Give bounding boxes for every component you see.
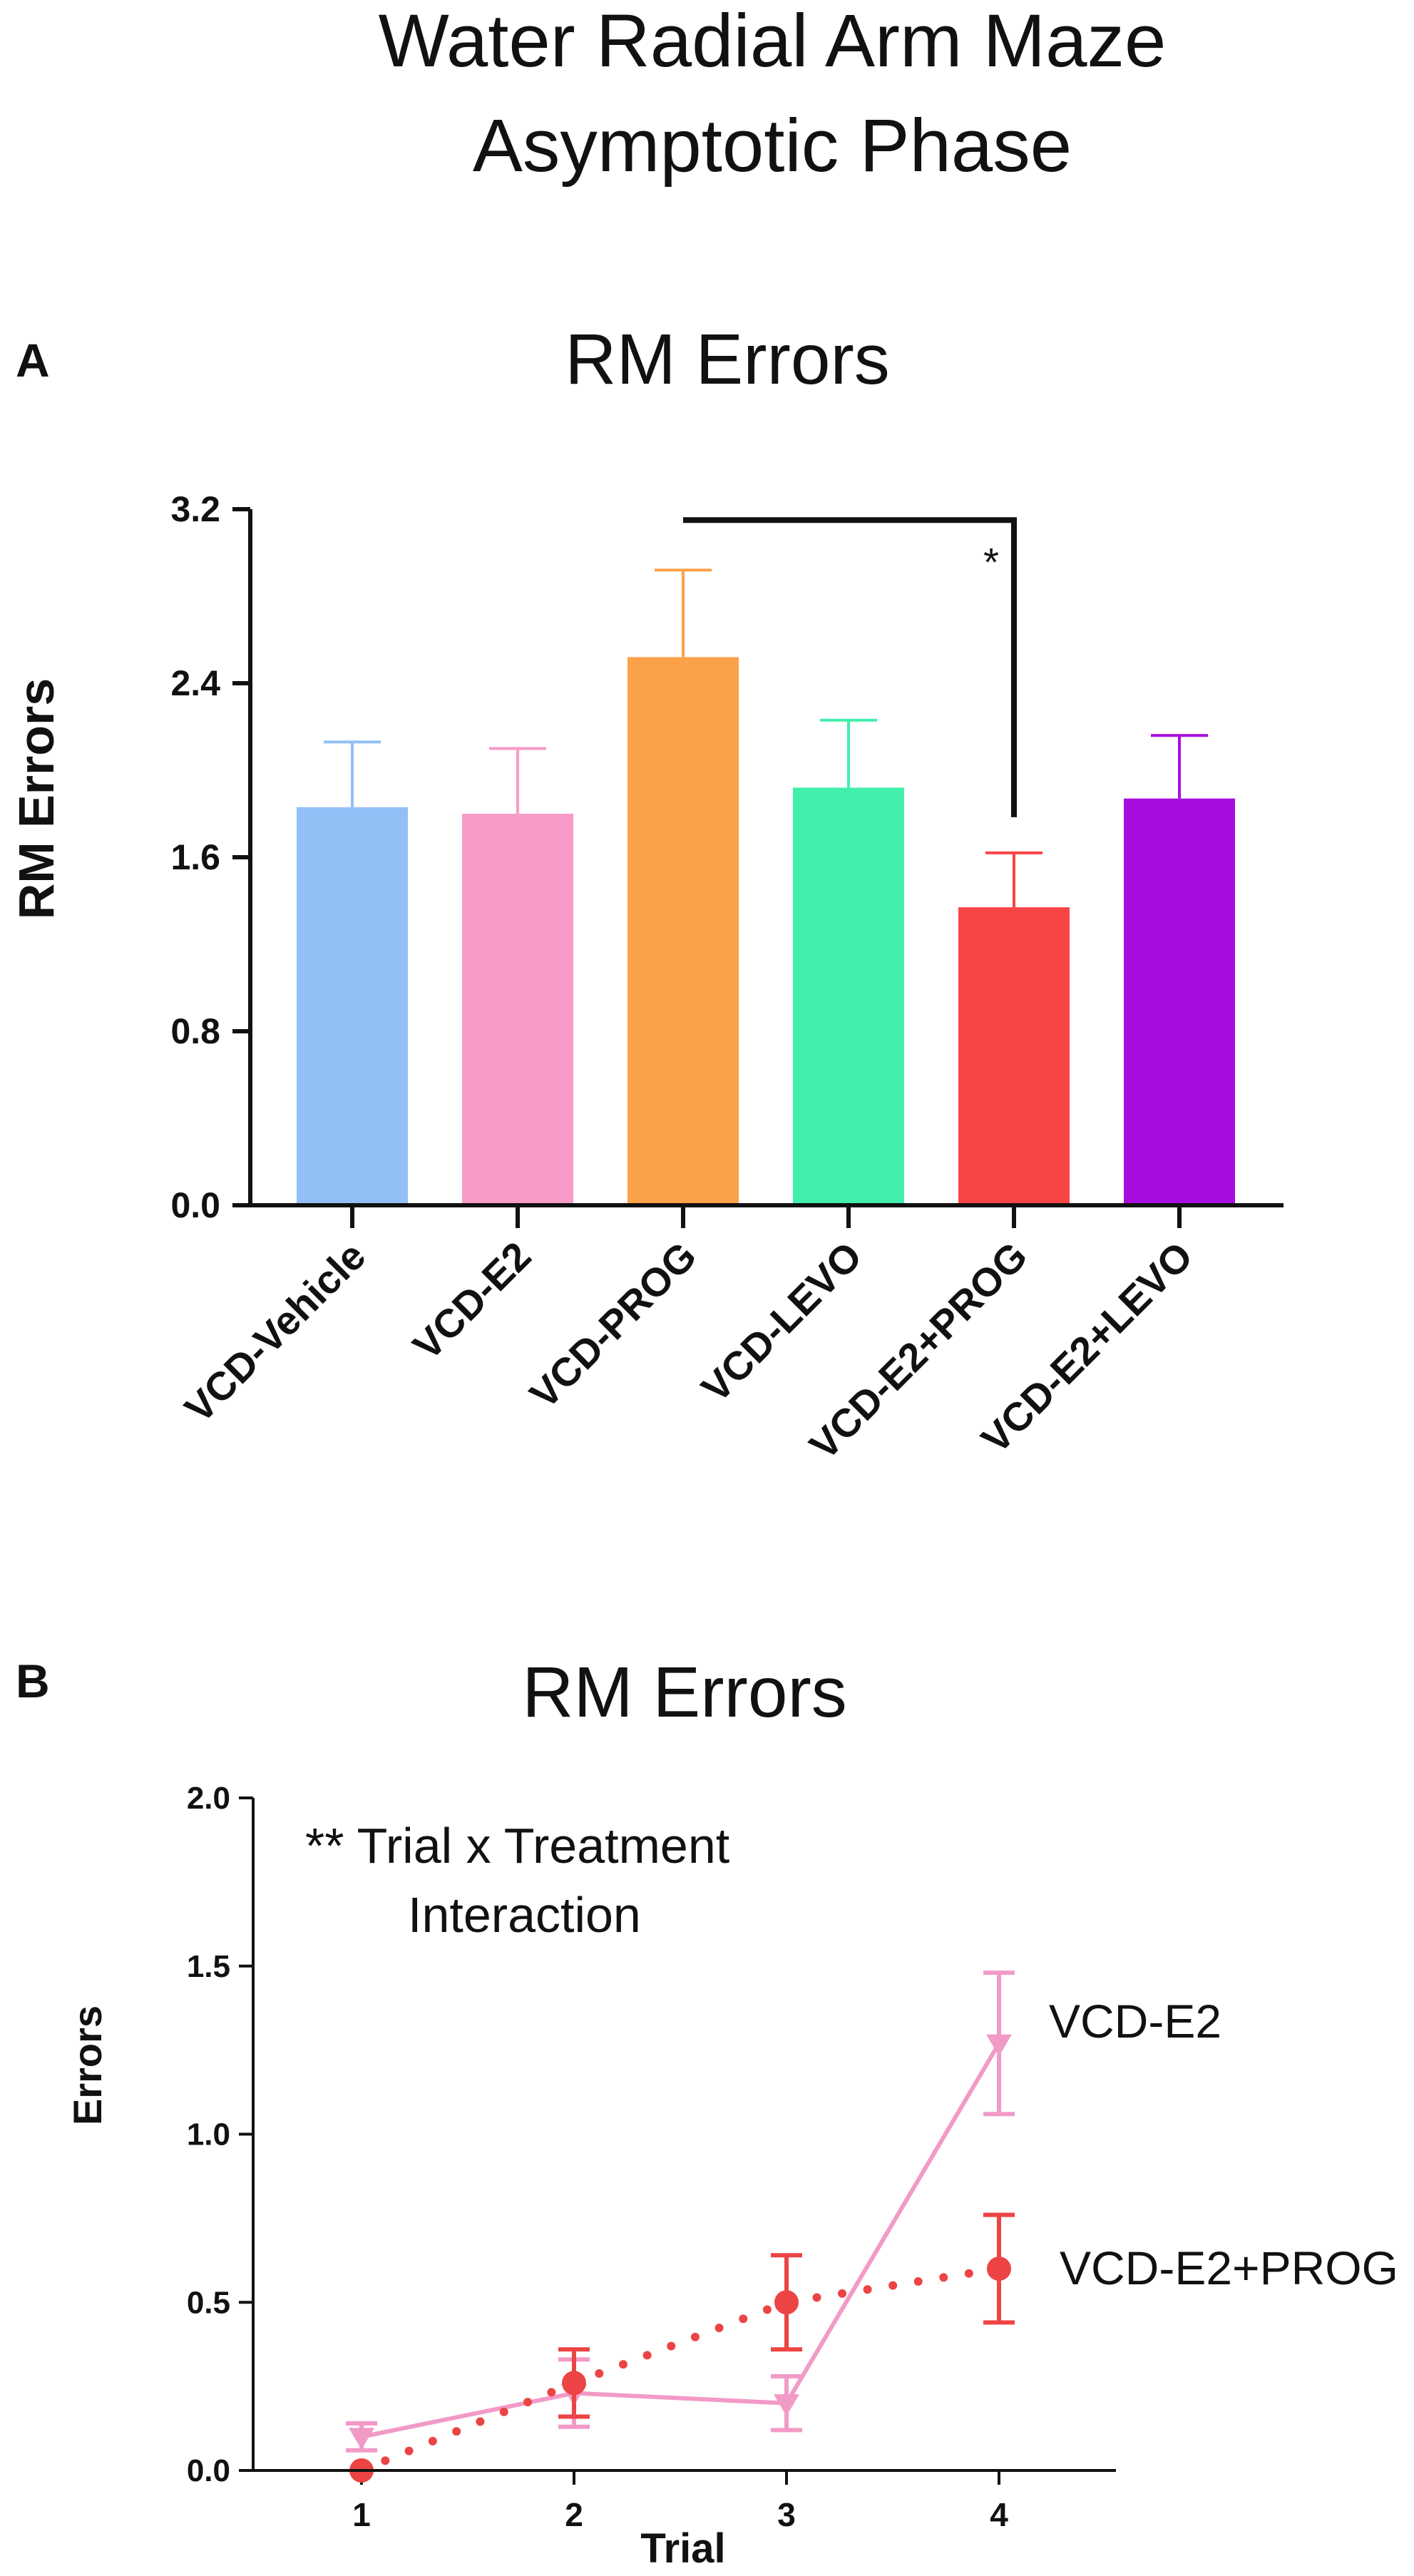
panel-b-annotation-line2: Interaction [408, 1887, 641, 1943]
category-label-vcd-vehicle: VCD-Vehicle [176, 1233, 374, 1431]
panel-b-y-tick-label: 2.0 [187, 1781, 230, 1816]
data-point-vcd-e2 [349, 2428, 374, 2450]
panel-a-y-tick-label: 0.8 [170, 1011, 220, 1051]
panel-b-y-tick-label: 1.5 [187, 1949, 230, 1984]
panel-b-y-tick-label: 1.0 [187, 2117, 230, 2152]
panel-a-title: RM Errors [565, 320, 890, 399]
bar-vcd-e2-prog [958, 907, 1070, 1205]
panel-b-letter: B [16, 1655, 50, 1707]
panel-b-y-axis-title: Errors [65, 2005, 110, 2125]
panel-b-y-tick-label: 0.5 [187, 2285, 230, 2320]
series-label-vcd-e2: VCD-E2 [1049, 1995, 1221, 2048]
bar-vcd-prog [627, 657, 739, 1205]
data-point-vcd-e2 [986, 2034, 1012, 2057]
category-label-vcd-levo: VCD-LEVO [692, 1233, 870, 1411]
bar-vcd-vehicle [297, 807, 408, 1205]
data-point-vcd-e2-prog [774, 2290, 799, 2315]
bar-vcd-e2-levo [1124, 798, 1235, 1205]
significance-star: * [983, 539, 999, 584]
panel-b-annotation-line1: ** Trial x Treatment [305, 1818, 729, 1874]
panel-b-x-tick-label: 4 [990, 2496, 1008, 2533]
series-line-vcd-e2-prog [357, 2264, 1003, 2475]
series-line-vcd-e2 [361, 2042, 1001, 2439]
significance-bracket [683, 517, 1017, 817]
panel-a-y-tick-label: 0.0 [170, 1185, 220, 1225]
panel-a-y-axis-title: RM Errors [9, 678, 64, 919]
series-label-vcd-e2-prog: VCD-E2+PROG [1060, 2242, 1398, 2294]
data-point-vcd-e2-prog [987, 2256, 1011, 2281]
panel-b-title: RM Errors [522, 1652, 847, 1732]
series-vcd-e2: VCD-E2 [346, 1971, 1221, 2453]
panel-a-letter: A [16, 334, 50, 387]
series-vcd-e2-prog: VCD-E2+PROG [349, 2212, 1398, 2483]
panel-b-x-tick-label: 3 [777, 2496, 796, 2533]
bar-vcd-e2 [462, 814, 573, 1205]
figure-title-line2: Asymptotic Phase [473, 104, 1072, 188]
panel-b-x-tick-label: 1 [352, 2496, 371, 2533]
panel-a-y-tick-label: 1.6 [170, 837, 220, 877]
panel-b-x-axis-title: Trial [640, 2525, 725, 2572]
panel-b-x-tick-label: 2 [565, 2496, 583, 2533]
category-label-vcd-prog: VCD-PROG [521, 1233, 705, 1417]
panel-b-line-chart: B RM Errors Errors Trial ** Trial x Trea… [16, 1652, 1398, 2572]
data-point-vcd-e2 [774, 2394, 799, 2416]
data-point-vcd-e2-prog [562, 2371, 586, 2396]
panel-a-y-tick-label: 2.4 [170, 663, 220, 703]
panel-a-y-tick-label: 3.2 [170, 489, 220, 529]
category-label-vcd-e2: VCD-E2 [404, 1233, 540, 1369]
figure-title-line1: Water Radial Arm Maze [379, 0, 1167, 83]
panel-a-bar-chart: A RM Errors RM Errors 0.0 0.8 1.6 2.4 3.2 VC… [9, 320, 1284, 1468]
panel-b-y-tick-label: 0.0 [187, 2453, 230, 2488]
bar-vcd-levo [793, 787, 904, 1205]
